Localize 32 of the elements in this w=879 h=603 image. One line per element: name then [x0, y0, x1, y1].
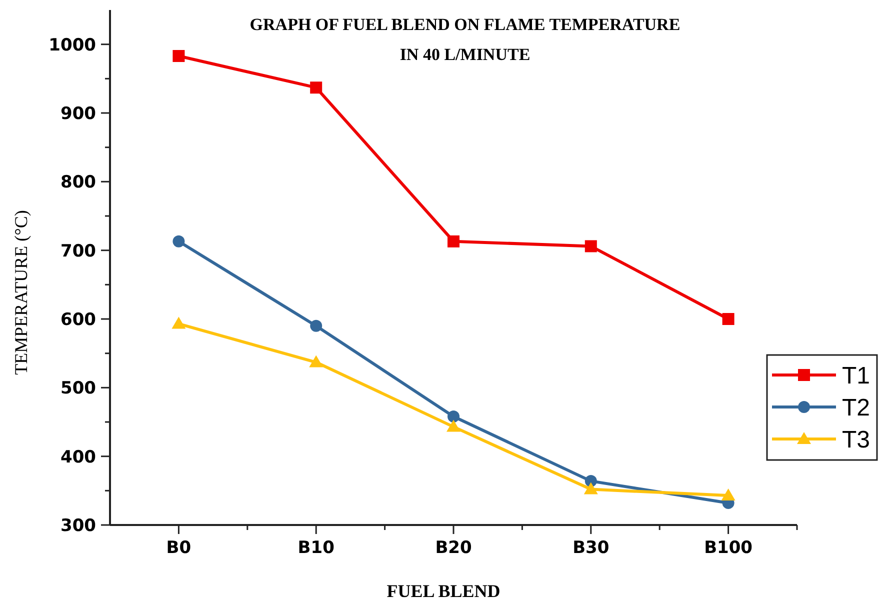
- y-tick-label: 600: [60, 310, 96, 330]
- point: [310, 82, 322, 94]
- point: [309, 355, 324, 368]
- point: [448, 235, 460, 248]
- x-tick-label: B10: [298, 538, 335, 558]
- point: [446, 420, 460, 432]
- x-tick-label: B20: [435, 538, 472, 558]
- point: [172, 316, 186, 329]
- point: [721, 488, 736, 500]
- y-tick-label: 900: [60, 104, 96, 124]
- point: [584, 240, 597, 252]
- y-tick-label: 800: [60, 172, 96, 193]
- y-tick-label: 300: [60, 516, 96, 536]
- point: [310, 320, 322, 332]
- point: [172, 50, 185, 62]
- y-tick-label: 1000: [48, 35, 96, 56]
- point: [584, 482, 598, 494]
- x-tick-label: B0: [166, 538, 192, 558]
- y-tick-label: 500: [60, 378, 96, 399]
- legend-label: T2: [842, 394, 870, 422]
- legend-label: T3: [842, 426, 870, 454]
- y-tick-label: 400: [60, 447, 96, 468]
- text: GRAPH OF FUEL BLEND ON FLAME TEMPERATURE IN 40 L/MINUTE: [250, 15, 680, 64]
- legend-label: T1: [842, 362, 870, 390]
- x-tick-label: B100: [704, 538, 753, 558]
- x-axis-title: FUEL BLEND: [386, 581, 500, 601]
- x-tick-label: B30: [572, 538, 610, 558]
- y-tick-label: 700: [60, 241, 96, 262]
- point: [172, 235, 185, 248]
- point: [448, 410, 460, 423]
- point: [722, 313, 734, 325]
- y-axis-title: TEMPERATURE (°C): [11, 210, 31, 375]
